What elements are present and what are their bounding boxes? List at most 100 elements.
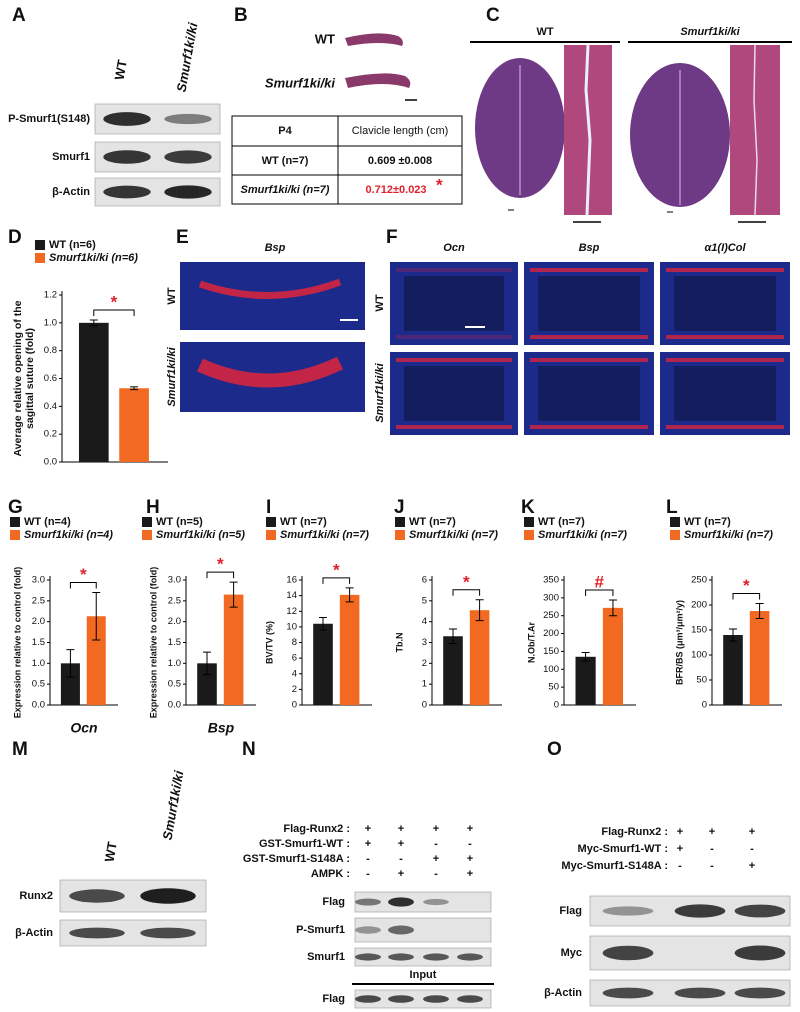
row-label: Smurf1ki/ki bbox=[374, 362, 386, 422]
condition-value: + bbox=[467, 823, 473, 835]
y-tick-label: 0 bbox=[554, 700, 559, 711]
stain bbox=[666, 358, 784, 362]
significance-bracket bbox=[69, 582, 97, 589]
blot-band bbox=[674, 987, 726, 999]
y-tick-label: 14 bbox=[286, 590, 297, 601]
y-tick-label: 2 bbox=[422, 658, 427, 669]
y-axis-label: Expression relative to control (fold) bbox=[148, 567, 158, 719]
legend-label: Smurf1ki/ki (n=7) bbox=[538, 529, 627, 541]
blot-band bbox=[355, 926, 381, 934]
row-label: β-Actin bbox=[15, 927, 53, 939]
y-axis-label: Tb.N bbox=[394, 633, 404, 653]
condition-label: Flag-Runx2 : bbox=[283, 823, 350, 835]
legend-swatch bbox=[10, 530, 20, 540]
panel-letter: F bbox=[386, 227, 398, 248]
y-tick-label: 6 bbox=[292, 653, 297, 664]
blot-band bbox=[423, 995, 449, 1003]
column-label: Bsp bbox=[265, 242, 286, 254]
bar bbox=[749, 611, 770, 705]
error-bar bbox=[729, 628, 737, 642]
blot-band bbox=[423, 898, 449, 906]
group-label: WT bbox=[536, 26, 553, 38]
blot-band bbox=[103, 112, 151, 126]
y-axis-label: BV/TV (%) bbox=[264, 621, 274, 664]
error-bar bbox=[89, 319, 98, 327]
y-tick-label: 16 bbox=[286, 575, 297, 586]
y-tick-label: 1.0 bbox=[44, 317, 57, 328]
row-label: Flag bbox=[322, 896, 345, 908]
panel-letter: C bbox=[486, 5, 500, 26]
table-header: P4 bbox=[278, 125, 292, 137]
error-bar bbox=[229, 581, 238, 608]
marrow bbox=[538, 366, 640, 421]
y-tick-label: 2.5 bbox=[168, 595, 181, 606]
bar bbox=[86, 616, 106, 705]
significance-mark: * bbox=[80, 565, 87, 584]
error-bar bbox=[66, 649, 75, 678]
panel-letter: J bbox=[394, 497, 405, 518]
blot-band bbox=[103, 150, 151, 164]
condition-value: - bbox=[468, 838, 472, 850]
y-tick-label: 1.0 bbox=[168, 658, 181, 669]
legend-label: WT (n=7) bbox=[538, 516, 585, 528]
error-bar bbox=[475, 599, 484, 622]
y-tick-label: 0 bbox=[422, 700, 427, 711]
y-axis-label: Average relative opening of the bbox=[12, 300, 24, 456]
legend-swatch bbox=[266, 530, 276, 540]
stain bbox=[666, 268, 784, 272]
y-tick-label: 150 bbox=[691, 625, 707, 636]
column-label: Ocn bbox=[443, 242, 465, 254]
blot-band bbox=[388, 897, 414, 907]
legend-label: WT (n=7) bbox=[280, 516, 327, 528]
condition-value: + bbox=[677, 843, 683, 855]
y-tick-label: 0.0 bbox=[44, 457, 57, 468]
x-axis-label: Ocn bbox=[70, 720, 97, 736]
clavicle bbox=[345, 33, 403, 46]
table-border bbox=[231, 115, 463, 205]
bar bbox=[575, 656, 596, 705]
y-tick-label: 300 bbox=[543, 592, 559, 603]
blot-strip bbox=[354, 891, 492, 913]
y-tick-label: 0.0 bbox=[32, 700, 45, 711]
condition-value: + bbox=[398, 868, 404, 880]
y-tick-label: 0.4 bbox=[44, 401, 57, 412]
row-label: WT bbox=[166, 287, 178, 304]
sample-label: Smurf1ki/ki bbox=[265, 75, 335, 90]
error-bar bbox=[130, 386, 139, 391]
error-bar bbox=[92, 592, 101, 641]
y-tick-label: 50 bbox=[696, 675, 707, 686]
lane-label: Smurf1ki/ki bbox=[174, 21, 201, 93]
significance-bracket bbox=[452, 589, 481, 596]
blot-band bbox=[388, 953, 414, 961]
table-cell: WT (n=7) bbox=[262, 155, 309, 167]
condition-value: - bbox=[399, 853, 403, 865]
y-axis-label: BFR/BS (μm³/μm²/y) bbox=[674, 600, 684, 685]
condition-value: - bbox=[366, 868, 370, 880]
sample-label: WT bbox=[315, 31, 335, 46]
legend-swatch bbox=[10, 517, 20, 527]
stain bbox=[396, 425, 512, 429]
blot-band bbox=[602, 987, 654, 999]
panel-letter: L bbox=[666, 497, 678, 518]
blot-band bbox=[164, 113, 212, 125]
condition-value: + bbox=[677, 826, 683, 838]
blot-band bbox=[355, 953, 381, 961]
significance-mark: * bbox=[463, 572, 470, 591]
stain bbox=[530, 358, 648, 362]
bar bbox=[78, 322, 109, 462]
panel-letter: M bbox=[12, 739, 28, 760]
y-tick-label: 3.0 bbox=[168, 575, 181, 586]
y-tick-label: 8 bbox=[292, 637, 297, 648]
blot-band bbox=[602, 906, 654, 916]
bar bbox=[443, 636, 463, 705]
legend-swatch bbox=[670, 517, 680, 527]
significance-mark: * bbox=[743, 576, 750, 595]
table-header: Clavicle length (cm) bbox=[352, 125, 449, 137]
legend-label: Smurf1ki/ki (n=7) bbox=[409, 529, 498, 541]
blot-band bbox=[164, 150, 212, 164]
legend-swatch bbox=[142, 530, 152, 540]
condition-value: + bbox=[365, 838, 371, 850]
condition-value: - bbox=[710, 843, 714, 855]
legend-swatch bbox=[395, 530, 405, 540]
